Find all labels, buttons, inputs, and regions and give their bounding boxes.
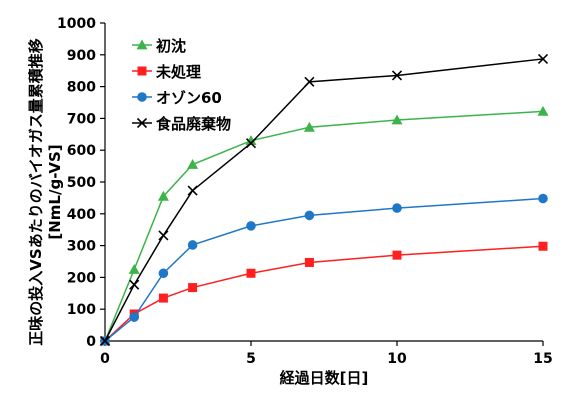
y-tick-label: 200 xyxy=(67,270,96,286)
x-tick-label: 10 xyxy=(387,351,407,367)
x-marker-stroke xyxy=(129,279,140,290)
legend-item: 食品廃棄物 xyxy=(132,115,231,133)
data-point xyxy=(304,76,315,87)
data-point xyxy=(391,70,403,81)
data-point xyxy=(129,312,139,322)
data-point xyxy=(246,268,256,278)
y-tick-label: 1000 xyxy=(57,16,96,32)
data-point xyxy=(128,263,140,274)
data-point xyxy=(538,193,548,204)
data-point xyxy=(187,159,199,169)
series-2 xyxy=(100,193,548,346)
x-tick-label: 15 xyxy=(533,351,552,367)
y-tick-label: 600 xyxy=(67,143,96,159)
legend-label: 初沈 xyxy=(156,37,186,55)
data-point xyxy=(158,230,169,241)
y-tick-label: 800 xyxy=(67,80,96,96)
data-point xyxy=(538,241,548,251)
x-marker-stroke xyxy=(136,117,148,129)
data-point xyxy=(246,221,256,231)
data-point xyxy=(392,250,402,260)
legend-marker xyxy=(137,92,147,102)
x-marker-stroke xyxy=(187,185,198,196)
data-point xyxy=(188,283,198,293)
data-point xyxy=(392,203,402,213)
series-line xyxy=(104,58,544,342)
data-point xyxy=(99,335,111,347)
series-3 xyxy=(99,53,549,347)
data-point xyxy=(187,185,198,196)
data-point xyxy=(304,257,314,267)
series-0 xyxy=(99,105,549,346)
x-marker-stroke xyxy=(158,230,169,241)
x-axis-label: 経過日数[日] xyxy=(280,369,369,387)
legend-item: 未処理 xyxy=(132,63,201,81)
legend-label: 食品廃棄物 xyxy=(156,115,231,133)
data-point xyxy=(303,121,315,132)
legend-marker xyxy=(136,39,148,50)
x-marker-stroke xyxy=(391,70,403,81)
data-point xyxy=(158,268,169,279)
x-tick-label: 5 xyxy=(246,351,256,367)
data-point xyxy=(391,114,403,125)
legend-label: オゾン60 xyxy=(156,89,222,107)
legend-marker xyxy=(136,117,148,129)
x-marker-stroke xyxy=(304,76,315,87)
series-1 xyxy=(100,241,548,346)
y-tick-label: 900 xyxy=(67,48,96,64)
data-point xyxy=(157,190,169,201)
y-tick-label: 100 xyxy=(67,302,96,318)
data-point xyxy=(187,240,198,250)
data-point xyxy=(245,138,257,149)
y-axis-label: 正味の投入VSあたりのバイオガス量累積推移 xyxy=(27,38,45,345)
y-tick-label: 700 xyxy=(67,111,96,127)
data-point xyxy=(158,293,168,303)
series-line xyxy=(104,245,544,342)
data-point xyxy=(129,279,140,290)
legend-item: 初沈 xyxy=(132,37,186,55)
data-point xyxy=(304,210,315,221)
series-line xyxy=(104,197,544,342)
legend-item: オゾン60 xyxy=(132,89,222,107)
series-layer xyxy=(99,53,549,347)
data-point xyxy=(537,105,549,116)
x-marker-stroke xyxy=(537,53,549,64)
legend-label: 未処理 xyxy=(155,63,201,81)
series-line xyxy=(104,110,544,342)
x-marker-stroke xyxy=(245,138,257,149)
data-point xyxy=(245,135,257,146)
data-point xyxy=(537,53,549,64)
legend-marker xyxy=(137,66,147,76)
y-tick-label: 300 xyxy=(67,239,96,255)
y-tick-label: 400 xyxy=(67,207,96,223)
axes: 0 100 200 300 400 500 600 700 800 900 1000 0 5 10 15 xyxy=(57,16,553,367)
y-axis-unit-label: [NmL/g-VS] xyxy=(46,144,64,239)
x-marker-stroke xyxy=(99,335,111,347)
y-tick-label: 0 xyxy=(86,334,96,350)
y-tick-label: 500 xyxy=(67,175,96,191)
x-tick-label: 0 xyxy=(100,351,110,367)
